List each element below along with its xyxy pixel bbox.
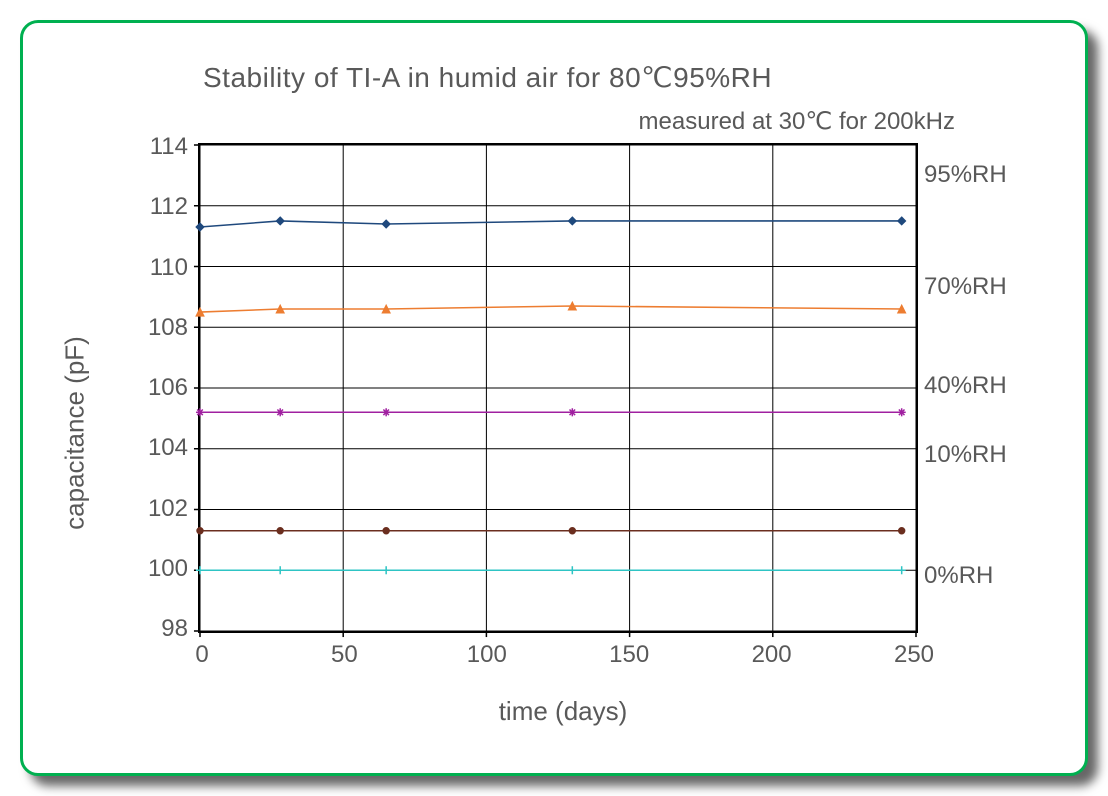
series-line-95%RH xyxy=(200,221,902,227)
series-marker-40%RH xyxy=(382,408,390,416)
series-label-0%RH: 0%RH xyxy=(916,562,993,590)
series-marker-10%RH xyxy=(898,528,904,534)
series-marker-95%RH xyxy=(276,217,284,225)
series-marker-0%RH xyxy=(568,566,576,574)
x-tick-label: 250 xyxy=(894,631,934,669)
y-tick-label: 104 xyxy=(148,434,200,462)
series-label-40%RH: 40%RH xyxy=(916,372,1007,400)
x-tick-label: 150 xyxy=(609,631,649,669)
y-tick-label: 102 xyxy=(148,495,200,523)
y-tick-label: 100 xyxy=(148,555,200,583)
y-tick-label: 110 xyxy=(150,254,200,282)
series-marker-10%RH xyxy=(197,528,203,534)
chart-subtitle: measured at 30℃ for 200kHz xyxy=(639,107,955,136)
x-tick-label: 100 xyxy=(467,631,507,669)
chart-title: Stability of TI-A in humid air for 80℃95… xyxy=(203,61,772,94)
series-marker-95%RH xyxy=(196,223,204,231)
series-line-70%RH xyxy=(200,306,902,312)
x-tick-label: 50 xyxy=(331,631,358,669)
series-marker-0%RH xyxy=(898,566,906,574)
x-axis-label: time (days) xyxy=(499,696,628,727)
series-marker-40%RH xyxy=(898,408,906,416)
series-marker-95%RH xyxy=(568,217,576,225)
y-tick-label: 98 xyxy=(161,615,200,643)
series-marker-10%RH xyxy=(569,528,575,534)
chart-card: Stability of TI-A in humid air for 80℃95… xyxy=(20,20,1088,776)
series-marker-40%RH xyxy=(196,408,204,416)
y-tick-label: 112 xyxy=(150,193,200,221)
plot-container: capacitance (pF) 05010015020025098100102… xyxy=(93,143,1033,723)
series-marker-10%RH xyxy=(277,528,283,534)
series-marker-40%RH xyxy=(276,408,284,416)
y-tick-label: 106 xyxy=(148,374,200,402)
y-axis-label: capacitance (pF) xyxy=(60,336,91,530)
series-marker-95%RH xyxy=(382,220,390,228)
series-marker-40%RH xyxy=(568,408,576,416)
series-marker-95%RH xyxy=(898,217,906,225)
series-marker-0%RH xyxy=(382,566,390,574)
series-label-70%RH: 70%RH xyxy=(916,273,1007,301)
y-tick-label: 108 xyxy=(148,314,200,342)
x-tick-label: 200 xyxy=(752,631,792,669)
series-marker-0%RH xyxy=(276,566,284,574)
series-label-10%RH: 10%RH xyxy=(916,441,1007,469)
series-label-95%RH: 95%RH xyxy=(916,161,1007,189)
chart-svg xyxy=(200,145,916,631)
plot-area: 0501001502002509810010210410610811011211… xyxy=(198,143,918,633)
y-tick-label: 114 xyxy=(150,133,200,161)
series-marker-10%RH xyxy=(383,528,389,534)
